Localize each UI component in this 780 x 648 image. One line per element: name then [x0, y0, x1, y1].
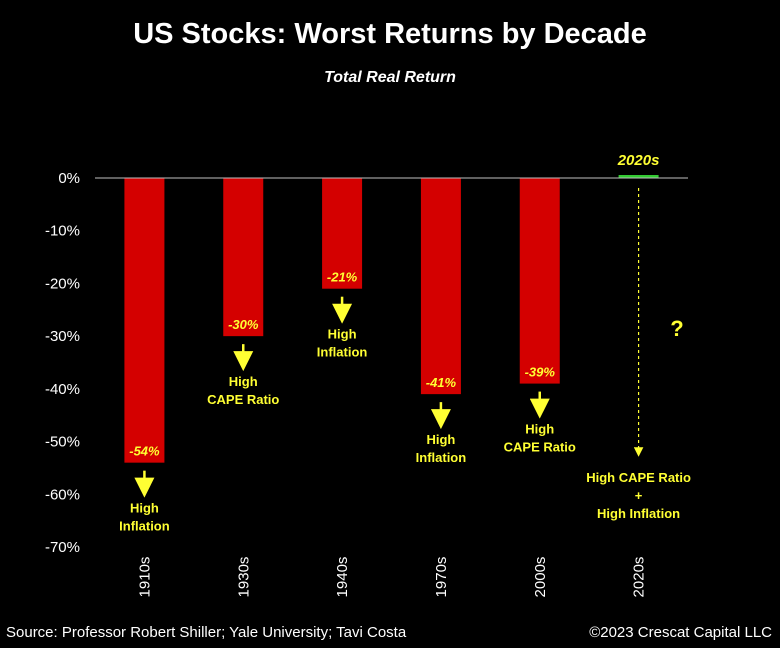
bar — [124, 178, 165, 463]
highlight-label: 2020s — [617, 152, 660, 169]
x-category-label: 2000s — [532, 557, 549, 598]
bar-annotation: Inflation — [119, 519, 170, 534]
y-tick-label: -50% — [45, 434, 80, 451]
future-annotation: High CAPE Ratio — [586, 470, 691, 485]
question-mark: ? — [670, 316, 683, 341]
highlight-bar — [618, 175, 659, 178]
bar-value-label: -30% — [228, 317, 259, 332]
bar-annotation: High — [130, 501, 159, 516]
bar-annotation: CAPE Ratio — [504, 440, 576, 455]
bar-value-label: -39% — [525, 365, 556, 380]
future-annotation: High Inflation — [597, 506, 680, 521]
bar-value-label: -21% — [327, 270, 358, 285]
bar-annotation: Inflation — [317, 345, 368, 360]
y-tick-label: -20% — [45, 275, 80, 292]
bar-annotation: High — [426, 432, 455, 447]
copyright-note: ©2023 Crescat Capital LLC — [589, 624, 772, 641]
bar-value-label: -41% — [426, 375, 457, 390]
bar-value-label: -54% — [129, 444, 160, 459]
y-tick-label: -40% — [45, 381, 80, 398]
bar-annotation: High — [525, 422, 554, 437]
bar — [420, 178, 461, 395]
bar-annotation: CAPE Ratio — [207, 392, 279, 407]
y-tick-label: -60% — [45, 486, 80, 503]
bar — [223, 178, 264, 337]
y-tick-label: -30% — [45, 328, 80, 345]
y-tick-label: -10% — [45, 223, 80, 240]
x-category-label: 1970s — [433, 557, 450, 598]
chart-subtitle: Total Real Return — [324, 69, 456, 86]
x-category-label: 1910s — [136, 557, 153, 598]
chart-title: US Stocks: Worst Returns by Decade — [133, 18, 647, 50]
bar-annotation: Inflation — [416, 450, 467, 465]
y-tick-label: -70% — [45, 539, 80, 556]
future-annotation: + — [635, 488, 643, 503]
bar — [519, 178, 560, 384]
source-note: Source: Professor Robert Shiller; Yale U… — [6, 624, 407, 641]
x-category-label: 1930s — [235, 557, 252, 598]
y-tick-label: 0% — [58, 170, 80, 187]
x-category-label: 1940s — [334, 557, 351, 598]
bar-annotation: High — [328, 327, 357, 342]
bar-annotation: High — [229, 374, 258, 389]
bar — [322, 178, 363, 289]
x-category-label: 2020s — [631, 557, 648, 598]
